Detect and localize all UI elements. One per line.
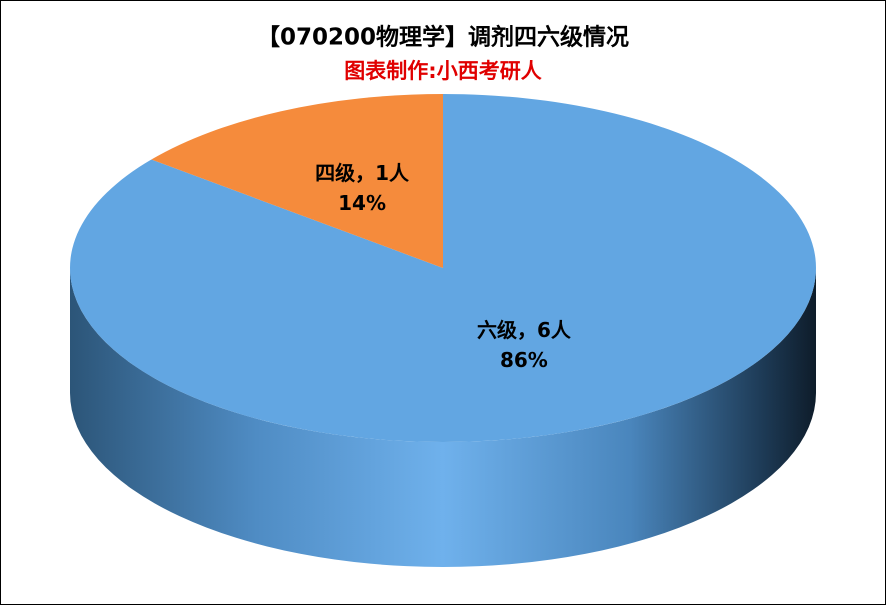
data-label: 四级，1人 [315, 161, 410, 185]
data-label: 六级，6人 [477, 318, 572, 342]
pie-slice [151, 94, 443, 268]
chart-subtitle: 图表制作:小西考研人 [344, 59, 541, 83]
pie-slice [69, 94, 816, 442]
percent-label: 14% [338, 191, 386, 215]
percent-label: 86% [500, 348, 548, 372]
pie-side [70, 268, 816, 567]
chart-title: 【070200物理学】调剂四六级情况 [257, 24, 629, 51]
